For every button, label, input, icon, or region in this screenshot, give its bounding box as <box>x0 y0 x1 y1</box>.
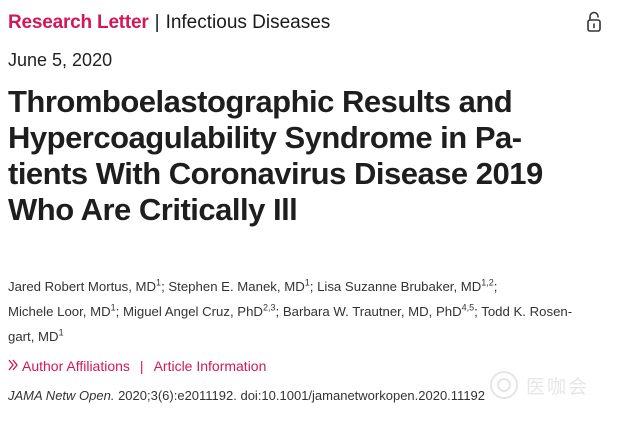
author-name-part[interactable]: gart, MD <box>8 329 59 344</box>
author-separator: ; <box>275 304 283 319</box>
title-line: Who Are Critically Ill <box>8 192 298 227</box>
author-name[interactable]: Michele Loor, MD <box>8 304 111 319</box>
citation: JAMA Netw Open. 2020;3(6):e2011192. doi:… <box>8 388 485 403</box>
author-name[interactable]: Barbara W. Trautner, MD, PhD <box>282 304 462 319</box>
title-line: Thromboelastographic Results and <box>8 84 513 119</box>
links-separator: | <box>139 358 144 374</box>
author-separator: ; <box>474 304 482 319</box>
title-line: tients With Coronavirus Disease 2019 <box>8 156 543 191</box>
author-name[interactable]: Stephen E. Manek, MD <box>168 279 305 294</box>
author-separator: ; <box>309 279 318 294</box>
citation-details: 2020;3(6):e2011192. doi:10.1001/jamanetw… <box>118 388 486 403</box>
author-name-part[interactable]: Todd K. Rosen- <box>481 304 573 319</box>
author-separator: ; <box>161 279 169 294</box>
publication-date: June 5, 2020 <box>8 50 113 70</box>
title-line: Hypercoagulability Syndrome in Pa- <box>8 120 522 155</box>
article-links: Author Affiliations | Article Informatio… <box>8 358 266 374</box>
watermark: 医咖会 <box>486 369 616 403</box>
category-label[interactable]: Infectious Diseases <box>165 12 331 33</box>
affiliation-number: 1 <box>304 277 310 288</box>
chevron-right-icon <box>8 358 18 374</box>
affiliation-number: 2,3 <box>262 302 276 313</box>
author-separator: ; <box>115 304 123 319</box>
article-type-label[interactable]: Research Letter <box>8 12 149 33</box>
article-information-link[interactable]: Article Information <box>153 358 267 374</box>
affiliation-number: 1,2 <box>481 277 494 288</box>
author-name[interactable]: Lisa Suzanne Brubaker, MD <box>317 279 482 294</box>
author-list: Jared Robert Mortus, MD1; Stephen E. Man… <box>8 274 608 349</box>
article-header: Research Letter | Infectious Diseases <box>8 10 608 36</box>
open-lock-icon[interactable] <box>586 11 602 33</box>
article-title: Thromboelastographic Results and Hyperco… <box>8 84 608 228</box>
affiliation-number: 4,5 <box>461 302 475 313</box>
header-separator: | <box>154 12 160 33</box>
watermark-logo-icon <box>490 371 518 399</box>
affiliation-number: 1 <box>156 277 162 288</box>
watermark-text: 医咖会 <box>526 377 590 398</box>
author-separator: ; <box>493 279 498 294</box>
affiliation-number: 1 <box>58 327 64 338</box>
author-name[interactable]: Miguel Angel Cruz, PhD <box>122 304 263 319</box>
author-affiliations-link[interactable]: Author Affiliations <box>22 358 130 374</box>
affiliation-number: 1 <box>110 302 116 313</box>
journal-name: JAMA Netw Open. <box>8 388 115 403</box>
author-name[interactable]: Jared Robert Mortus, MD <box>8 279 157 294</box>
